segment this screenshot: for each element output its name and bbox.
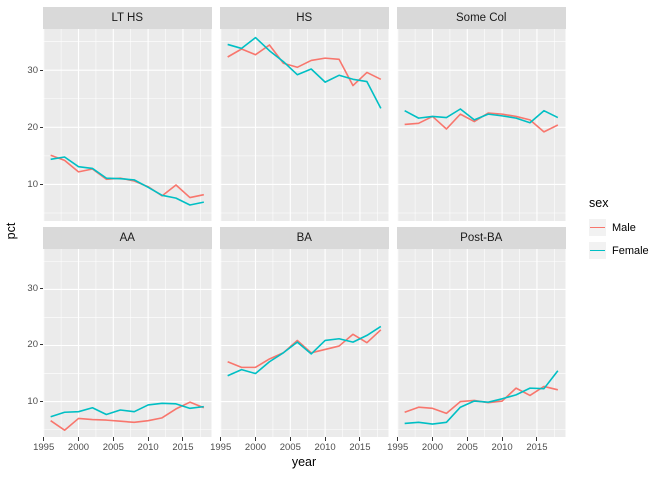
- x-tick-mark: [147, 437, 149, 441]
- x-tick-label: 2015: [526, 442, 548, 453]
- x-tick-label: 1995: [387, 442, 409, 453]
- x-tick-mark: [432, 437, 433, 441]
- y-tick-mark: [39, 69, 43, 71]
- x-tick-label: 1995: [33, 442, 55, 453]
- facet-strip: Some Col: [397, 7, 566, 29]
- y-tick-label: 20: [27, 339, 38, 351]
- x-tick-mark: [112, 437, 114, 441]
- x-tick-mark: [359, 437, 361, 441]
- x-tick-label: 2005: [102, 442, 124, 453]
- facet-strip-label: AA: [119, 231, 135, 244]
- y-tick-label: 10: [27, 178, 38, 190]
- x-tick-label: 2000: [244, 442, 267, 453]
- x-tick-label: 2015: [172, 442, 194, 453]
- x-tick-label: 2010: [314, 442, 336, 453]
- y-tick-mark: [39, 344, 43, 346]
- x-tick-label: 2010: [137, 442, 159, 453]
- facet-strip-label: BA: [296, 231, 312, 244]
- facet-strip: LT HS: [43, 7, 212, 29]
- facet-panel-lt-hs: [43, 29, 212, 221]
- facet-strip-label: LT HS: [111, 12, 144, 24]
- x-tick-label: 2000: [67, 442, 90, 453]
- x-tick-label: 1995: [210, 442, 232, 453]
- facet-panel-some-col: [397, 29, 566, 221]
- legend-key-male-icon: [589, 219, 606, 236]
- y-axis-title: pct: [4, 222, 18, 240]
- x-tick-mark: [43, 437, 45, 441]
- line-female-lt-hs: [50, 156, 205, 206]
- x-tick-label: 2005: [279, 442, 301, 453]
- line-female-aa: [50, 401, 204, 418]
- y-tick-mark: [39, 288, 43, 290]
- legend: sex Male Female: [589, 196, 649, 265]
- x-tick-mark: [255, 437, 256, 441]
- legend-entry-male: Male: [589, 219, 649, 236]
- x-tick-mark: [536, 437, 538, 441]
- legend-label: Female: [612, 244, 649, 257]
- x-tick-mark: [397, 437, 399, 441]
- y-tick-mark: [39, 183, 43, 185]
- x-tick-mark: [466, 437, 468, 441]
- x-tick-mark: [220, 437, 222, 441]
- x-tick-label: 2005: [456, 442, 478, 453]
- facet-strip-label: Some Col: [456, 12, 507, 24]
- x-axis-title: year: [291, 455, 317, 469]
- facet-panel-aa: [43, 248, 212, 437]
- x-tick-mark: [501, 437, 503, 441]
- facet-panel-ba: [220, 248, 389, 437]
- y-tick-label: 30: [27, 64, 38, 76]
- x-tick-label: 2010: [491, 442, 513, 453]
- line-male-aa: [50, 400, 205, 431]
- legend-label: Male: [612, 221, 636, 234]
- facet-strip: HS: [220, 7, 389, 29]
- x-tick-mark: [78, 437, 79, 441]
- facet-strip: Post-BA: [397, 226, 566, 249]
- x-tick-mark: [324, 437, 326, 441]
- line-female-ba: [227, 325, 382, 377]
- facet-panel-post-ba: [397, 248, 566, 437]
- y-tick-mark: [39, 400, 43, 402]
- y-tick-label: 10: [27, 395, 38, 407]
- facet-strip: AA: [43, 226, 212, 249]
- legend-key-line: [590, 226, 605, 229]
- x-tick-label: 2015: [349, 442, 371, 453]
- line-female-post-ba: [404, 369, 559, 425]
- legend-entry-female: Female: [589, 242, 649, 259]
- x-tick-label: 2000: [421, 442, 444, 453]
- line-female-hs: [227, 36, 382, 109]
- line-male-ba: [227, 328, 382, 368]
- legend-key-line: [590, 249, 605, 252]
- legend-title: sex: [589, 196, 609, 210]
- x-tick-mark: [289, 437, 291, 441]
- y-tick-label: 30: [27, 283, 38, 295]
- facet-strip: BA: [220, 226, 389, 249]
- x-tick-mark: [182, 437, 184, 441]
- line-male-hs: [227, 44, 382, 87]
- y-tick-mark: [39, 126, 43, 128]
- facet-strip-label: Post-BA: [460, 231, 503, 244]
- facet-panel-hs: [220, 29, 389, 221]
- legend-key-female-icon: [589, 242, 606, 259]
- y-tick-label: 20: [27, 121, 38, 133]
- facet-strip-label: HS: [296, 12, 313, 24]
- line-female-some-col: [404, 108, 559, 124]
